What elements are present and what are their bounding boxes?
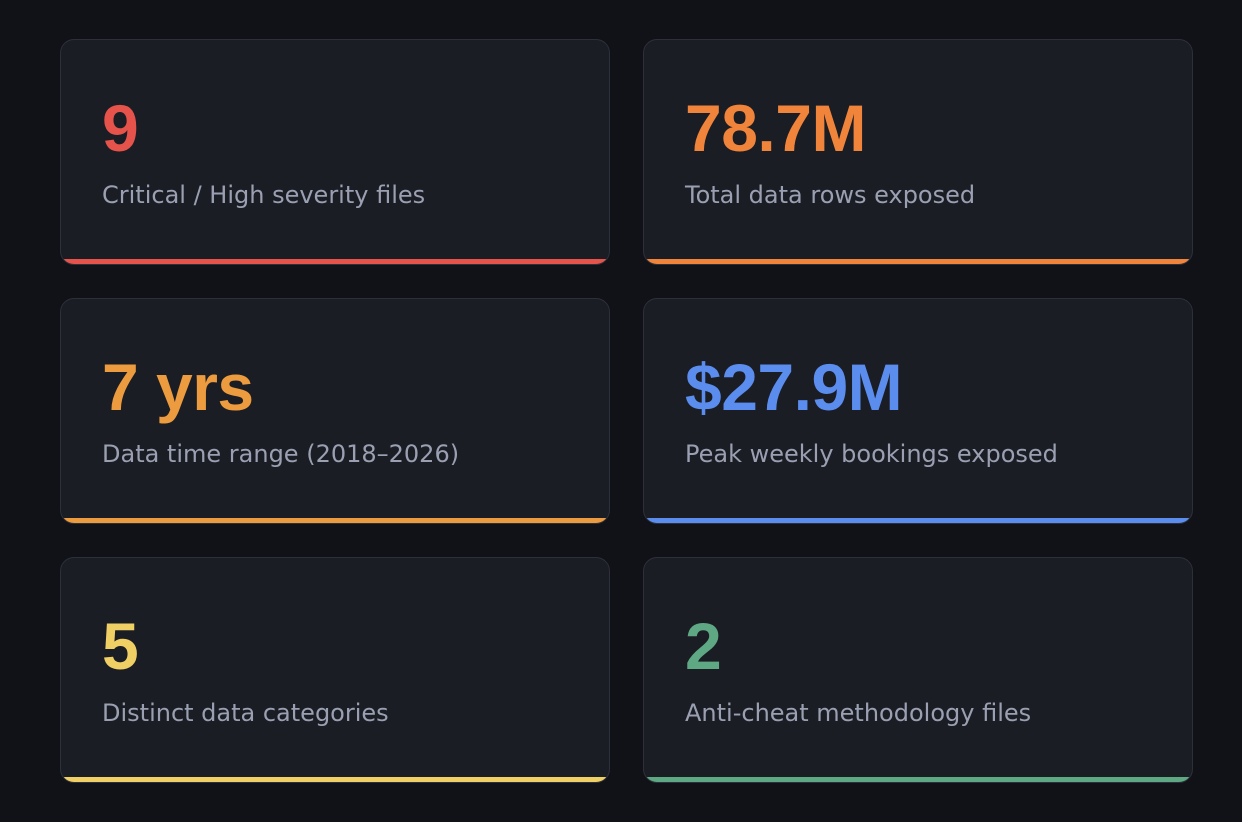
stat-label: Peak weekly bookings exposed — [685, 440, 1058, 468]
stat-value: 9 — [102, 91, 139, 165]
stat-value: $27.9M — [685, 350, 903, 424]
stat-accent-bar — [644, 518, 1192, 523]
stat-accent-bar — [61, 777, 609, 782]
stat-accent-bar — [644, 777, 1192, 782]
stat-accent-bar — [61, 259, 609, 264]
stat-accent-bar — [644, 259, 1192, 264]
stat-label: Critical / High severity files — [102, 181, 426, 209]
stat-label: Data time range (2018–2026) — [102, 440, 460, 468]
stat-label: Total data rows exposed — [685, 181, 976, 209]
stat-accent-bar — [61, 518, 609, 523]
stat-label: Distinct data categories — [102, 699, 389, 727]
stat-value: 7 yrs — [102, 350, 254, 424]
stat-label: Anti-cheat methodology files — [685, 699, 1032, 727]
stat-card-distinct-categories: 5 Distinct data categories — [60, 557, 610, 783]
stat-value: 5 — [102, 609, 139, 683]
stat-card-critical-high-files: 9 Critical / High severity files — [60, 39, 610, 265]
stats-grid: 9 Critical / High severity files 78.7M T… — [60, 39, 1193, 783]
stat-card-data-time-range: 7 yrs Data time range (2018–2026) — [60, 298, 610, 524]
stat-card-anti-cheat-files: 2 Anti-cheat methodology files — [643, 557, 1193, 783]
stat-value: 2 — [685, 609, 722, 683]
stat-value: 78.7M — [685, 91, 866, 165]
stat-card-data-rows-exposed: 78.7M Total data rows exposed — [643, 39, 1193, 265]
stat-card-peak-weekly-bookings: $27.9M Peak weekly bookings exposed — [643, 298, 1193, 524]
